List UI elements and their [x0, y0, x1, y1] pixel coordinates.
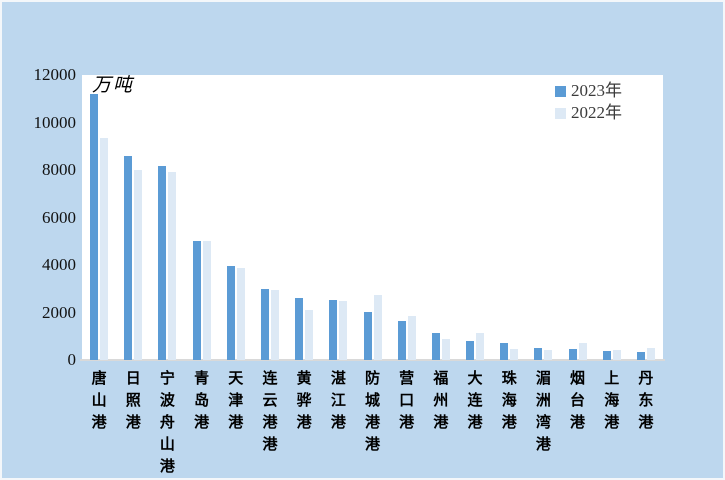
x-category-label: 营口港: [399, 369, 415, 431]
bar-2022年-宁波舟山港: [168, 171, 177, 360]
bar-2022年-日照港: [134, 169, 143, 360]
bar-2022年-连云港港: [270, 290, 279, 360]
legend-label: 2022年: [571, 103, 622, 122]
y-tick-label: 4000: [42, 255, 76, 274]
bar-2022年-湄洲湾港: [544, 350, 553, 360]
bars-container: [82, 75, 663, 360]
bar-2023年-连云港港: [260, 288, 269, 360]
y-tick-label: 10000: [33, 112, 77, 132]
bar-2022年-天津港: [236, 268, 245, 360]
x-category-label: 天津港: [228, 369, 244, 431]
bar-2023年-天津港: [226, 266, 235, 360]
x-category-label: 大连港: [467, 369, 483, 431]
x-category-label: 青岛港: [194, 369, 210, 431]
bar-2023年-上海港: [602, 350, 611, 360]
bar-2023年-宁波舟山港: [158, 166, 167, 360]
bar-2023年-珠海港: [500, 343, 509, 360]
x-category-label: 唐山港: [91, 369, 107, 431]
bar-2022年-上海港: [612, 350, 621, 360]
x-category-label: 宁波舟山港: [159, 369, 175, 475]
bar-2023年-湄洲湾港: [534, 347, 543, 360]
y-tick-label: 8000: [42, 160, 76, 179]
bar-2022年-大连港: [476, 332, 485, 360]
x-category-label: 日照港: [125, 369, 141, 431]
y-tick-label: 6000: [42, 207, 76, 227]
x-category-label: 黄骅港: [296, 369, 312, 431]
x-category-label: 福州港: [433, 369, 449, 431]
bar-2023年-烟台港: [568, 349, 577, 360]
plot-area: [82, 75, 663, 360]
bar-2023年-青岛港: [192, 241, 201, 360]
bar-2022年-防城港港: [373, 295, 382, 360]
y-tick-label: 2000: [42, 302, 76, 322]
x-axis-line: [80, 359, 665, 361]
legend-color-swatch: [555, 85, 566, 97]
bar-2022年-福州港: [441, 338, 450, 360]
bar-2022年-营口港: [407, 315, 416, 360]
y-axis-unit-label: 万吨: [92, 74, 135, 96]
bar-2023年-日照港: [124, 156, 133, 360]
bar-2022年-烟台港: [578, 343, 587, 360]
legend: 2023年 2022年: [555, 80, 622, 124]
x-category-label: 烟台港: [570, 369, 586, 431]
bar-2023年-营口港: [397, 320, 406, 360]
bar-2022年-唐山港: [100, 138, 109, 360]
x-category-label: 湛江港: [330, 369, 346, 431]
x-category-label: 防城港港: [364, 369, 380, 453]
legend-item-2022年: 2022年: [555, 102, 622, 124]
bar-2023年-福州港: [431, 333, 440, 360]
legend-color-swatch: [555, 107, 566, 119]
y-tick-label: 0: [67, 350, 77, 369]
bar-2022年-青岛港: [202, 240, 211, 360]
bar-2023年-黄骅港: [295, 298, 304, 360]
bar-2023年-大连港: [466, 341, 475, 360]
bar-2022年-黄骅港: [305, 310, 314, 360]
x-category-label: 上海港: [604, 369, 620, 431]
legend-label: 2023年: [571, 81, 622, 100]
legend-item-2023年: 2023年: [555, 80, 622, 102]
bar-2023年-湛江港: [329, 299, 338, 360]
bar-2023年-丹东港: [636, 352, 645, 360]
bar-2023年-防城港港: [363, 311, 372, 360]
bar-2022年-珠海港: [510, 349, 519, 360]
x-category-label: 丹东港: [638, 369, 654, 431]
bar-2022年-丹东港: [646, 348, 655, 360]
bar-2023年-唐山港: [90, 94, 99, 360]
x-category-label: 湄洲湾港: [535, 369, 551, 453]
x-category-label: 珠海港: [501, 369, 517, 431]
x-category-label: 连云港港: [262, 369, 278, 453]
bar-2022年-湛江港: [339, 301, 348, 360]
y-tick-label: 12000: [33, 65, 77, 84]
